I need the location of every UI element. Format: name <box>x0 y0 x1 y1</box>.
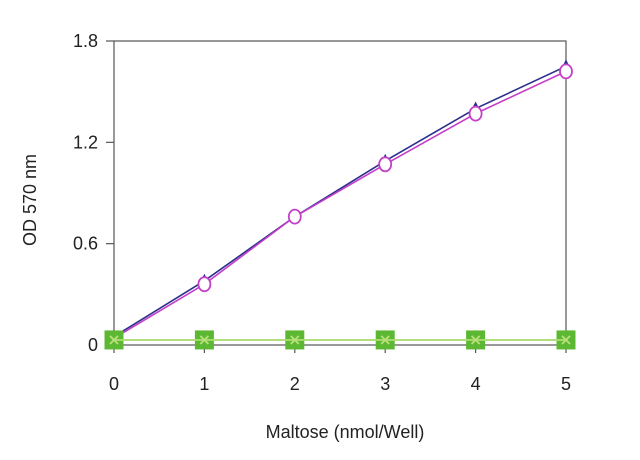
series-2-line <box>113 70 567 339</box>
series-2-point <box>559 63 573 80</box>
series-1 <box>108 59 572 342</box>
series-2-point <box>378 156 393 173</box>
y-tick-label: 1.8 <box>73 31 98 51</box>
series-4-point <box>561 335 571 345</box>
series-4-point <box>290 335 300 345</box>
series-2-point <box>468 105 483 122</box>
x-tick-label: 1 <box>199 374 209 394</box>
y-tick-label: 1.2 <box>73 132 98 152</box>
series-2-point <box>197 276 212 293</box>
x-tick-label: 3 <box>380 374 390 394</box>
series-2 <box>107 63 573 347</box>
x-tick-label: 0 <box>109 374 119 394</box>
series-4-point <box>109 335 119 345</box>
series-2-point <box>287 208 302 225</box>
y-tick-label: 0.6 <box>73 234 98 254</box>
series-4 <box>109 335 571 345</box>
series-4-point <box>199 335 210 345</box>
x-tick-label: 4 <box>471 374 481 394</box>
x-tick-label: 5 <box>561 374 571 394</box>
x-axis-ticks: 0 1 2 3 4 5 <box>109 345 571 394</box>
series-1-line <box>113 65 567 338</box>
series-4-point <box>470 335 481 345</box>
plot-border <box>113 40 567 346</box>
y-tick-label: 0 <box>88 335 98 355</box>
series-4-point <box>380 335 390 345</box>
plot-frame <box>113 40 567 346</box>
y-axis-ticks: 0 0.6 1.2 1.8 <box>73 31 114 355</box>
y-axis-title: OD 570 nm <box>20 154 40 246</box>
series-layer <box>104 59 576 350</box>
x-axis-title: Maltose (nmol/Well) <box>266 422 425 442</box>
x-tick-label: 2 <box>290 374 300 394</box>
